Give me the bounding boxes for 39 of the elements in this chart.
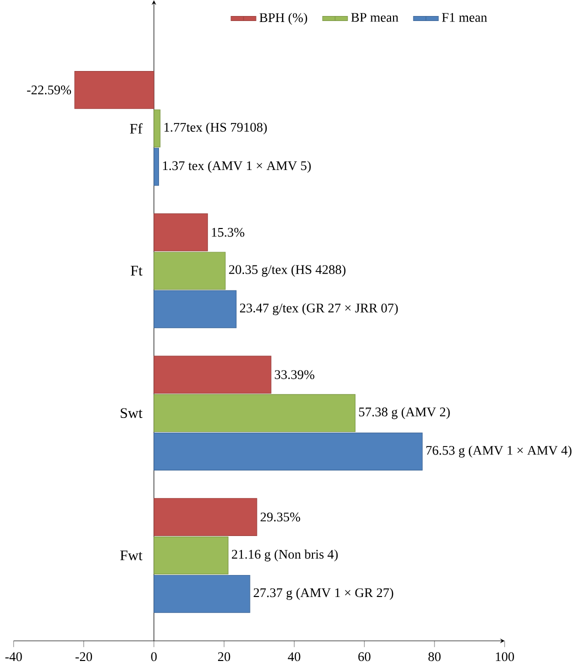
bar	[154, 574, 250, 613]
x-tick-label: -40	[5, 652, 22, 662]
bar	[154, 290, 237, 328]
bar	[154, 536, 228, 574]
data-label: 1.77tex (HS 79108)	[164, 122, 267, 134]
y-tick-label: Fwt	[120, 550, 142, 560]
data-label: 21.16 g (Non bris 4)	[232, 549, 338, 562]
legend-label: F1 mean	[442, 13, 488, 22]
y-tick-label: Ft	[130, 266, 142, 276]
data-label: 33.39%	[274, 370, 314, 380]
bar	[154, 432, 423, 470]
bar	[154, 498, 258, 536]
x-tick-label: -20	[76, 652, 92, 662]
bar	[74, 71, 154, 109]
x-tick-label: 0	[151, 652, 157, 662]
data-label: 27.37 g (AMV 1 × GR 27)	[254, 588, 394, 600]
bar	[154, 252, 226, 290]
x-tick-label: 100	[496, 652, 514, 662]
x-tick-label: 40	[288, 652, 300, 662]
data-label: 23.47 g/tex (GR 27 × JRR 07)	[240, 303, 398, 316]
data-label: 57.38 g (AMV 2)	[359, 407, 450, 420]
bar	[154, 394, 356, 432]
legend-label: BP mean	[351, 13, 398, 22]
data-label: 20.35 g/tex (HS 4288)	[229, 264, 346, 277]
bar	[154, 213, 208, 252]
x-tick-label: 80	[428, 652, 441, 662]
bar	[154, 109, 160, 148]
data-label: 15.3%	[212, 228, 244, 237]
bar	[154, 148, 160, 186]
bar	[154, 356, 272, 394]
legend-label: BPH (%)	[260, 12, 308, 25]
y-tick-label: Swt	[120, 408, 142, 418]
data-label: 29.35%	[260, 512, 300, 522]
data-label: -22.59%	[27, 85, 72, 94]
x-tick-label: 20	[218, 652, 230, 662]
x-tick-label: 60	[358, 652, 370, 662]
y-tick-label: Ff	[130, 123, 143, 134]
data-label: 1.37 tex (AMV 1 × AMV 5)	[163, 160, 311, 173]
data-label: 76.53 g (AMV 1 × AMV 4)	[426, 446, 572, 458]
